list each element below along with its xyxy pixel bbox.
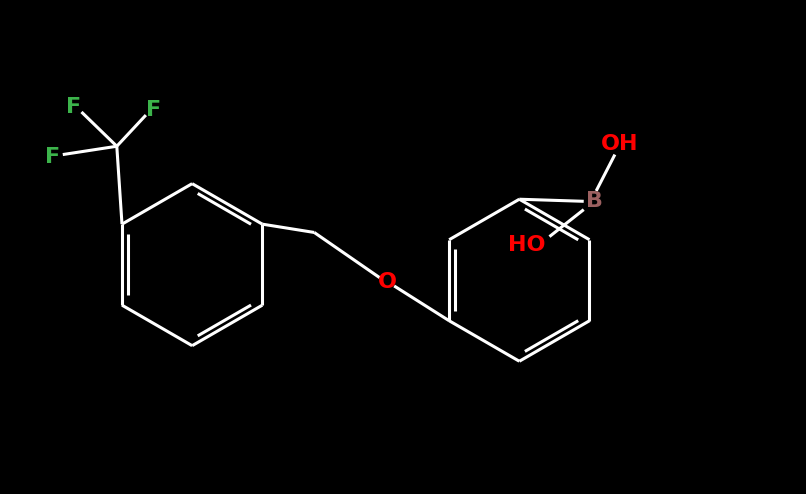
Text: F: F [65, 97, 81, 117]
Text: OH: OH [601, 134, 639, 154]
Text: B: B [586, 191, 603, 211]
Text: O: O [377, 272, 397, 292]
Text: HO: HO [508, 235, 546, 255]
Text: F: F [45, 147, 60, 166]
Text: F: F [146, 100, 160, 120]
